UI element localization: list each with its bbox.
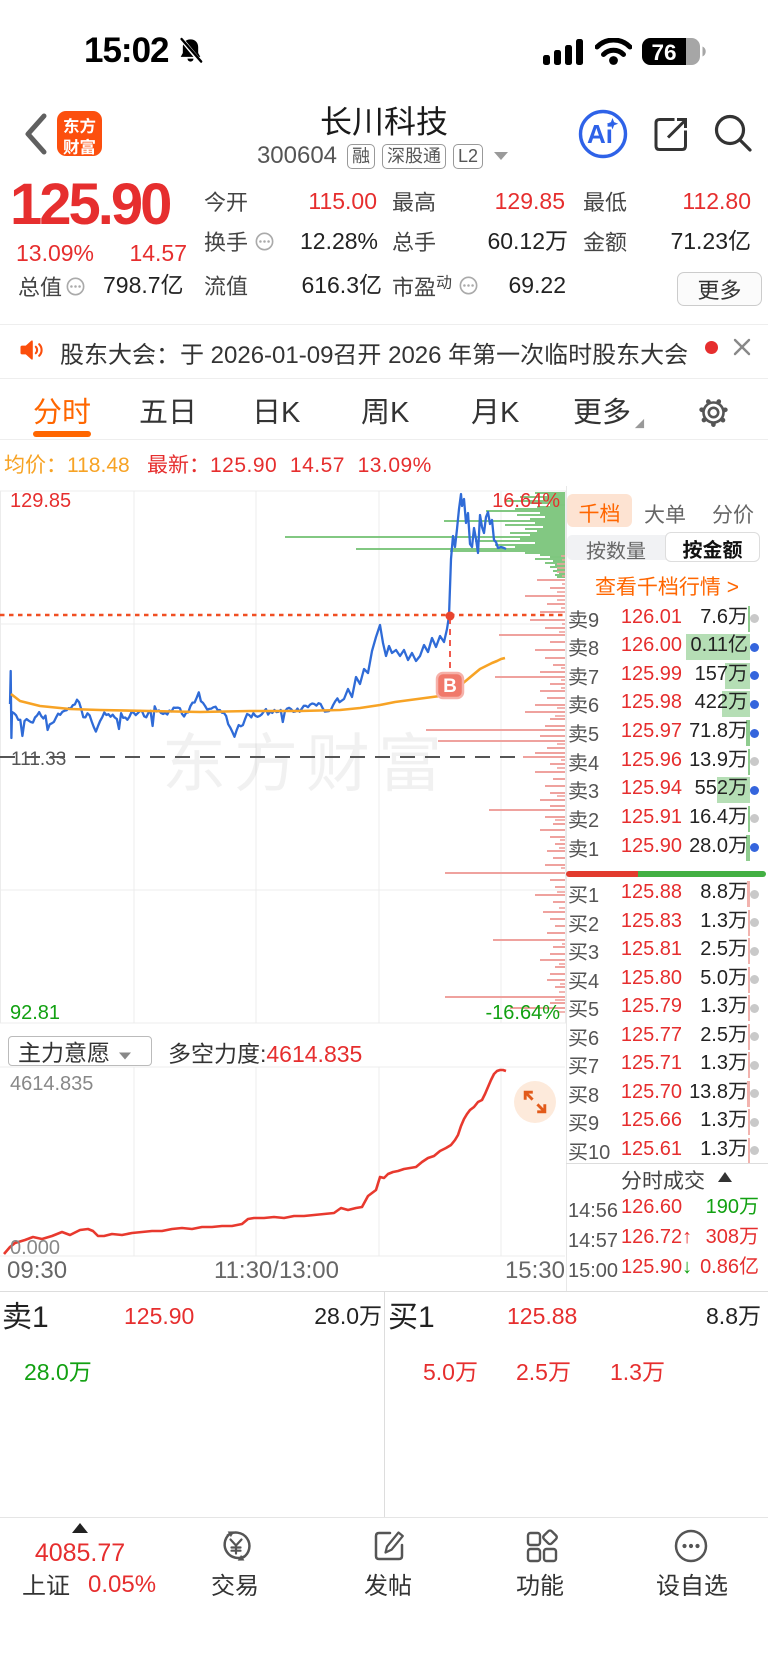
svg-text:92.81: 92.81 xyxy=(10,1002,60,1024)
svg-text:16.64%: 16.64% xyxy=(492,490,560,512)
svg-text:-16.64%: -16.64% xyxy=(486,1002,561,1024)
svg-text:129.85: 129.85 xyxy=(10,490,71,512)
svg-text:东方财富: 东方财富 xyxy=(162,728,450,800)
svg-text:B: B xyxy=(443,676,457,697)
svg-text:111.33: 111.33 xyxy=(11,749,66,770)
svg-text:76: 76 xyxy=(651,40,676,65)
